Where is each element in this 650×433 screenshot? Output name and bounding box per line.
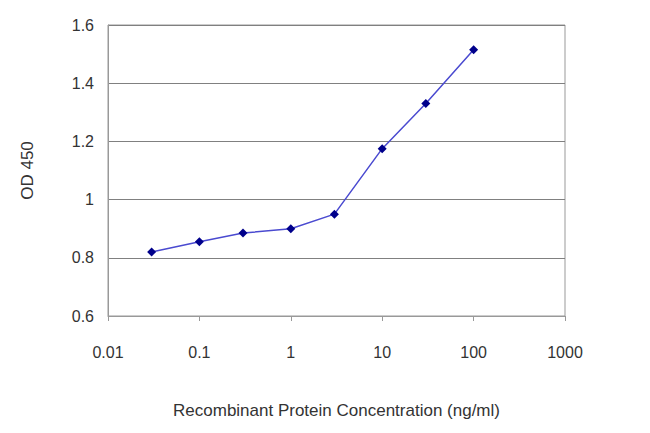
svg-text:1000: 1000 bbox=[547, 344, 583, 361]
svg-text:0.8: 0.8 bbox=[72, 249, 94, 266]
svg-text:1: 1 bbox=[85, 191, 94, 208]
svg-text:1.2: 1.2 bbox=[72, 133, 94, 150]
svg-text:0.1: 0.1 bbox=[188, 344, 210, 361]
svg-text:1: 1 bbox=[286, 344, 295, 361]
svg-text:10: 10 bbox=[373, 344, 391, 361]
svg-text:100: 100 bbox=[460, 344, 487, 361]
svg-text:Recombinant Protein Concentrat: Recombinant Protein Concentration (ng/ml… bbox=[173, 401, 500, 420]
svg-text:0.6: 0.6 bbox=[72, 308, 94, 325]
svg-text:1.6: 1.6 bbox=[72, 17, 94, 34]
svg-text:1.4: 1.4 bbox=[72, 75, 94, 92]
svg-text:0.01: 0.01 bbox=[92, 344, 123, 361]
svg-text:OD 450: OD 450 bbox=[18, 141, 37, 200]
